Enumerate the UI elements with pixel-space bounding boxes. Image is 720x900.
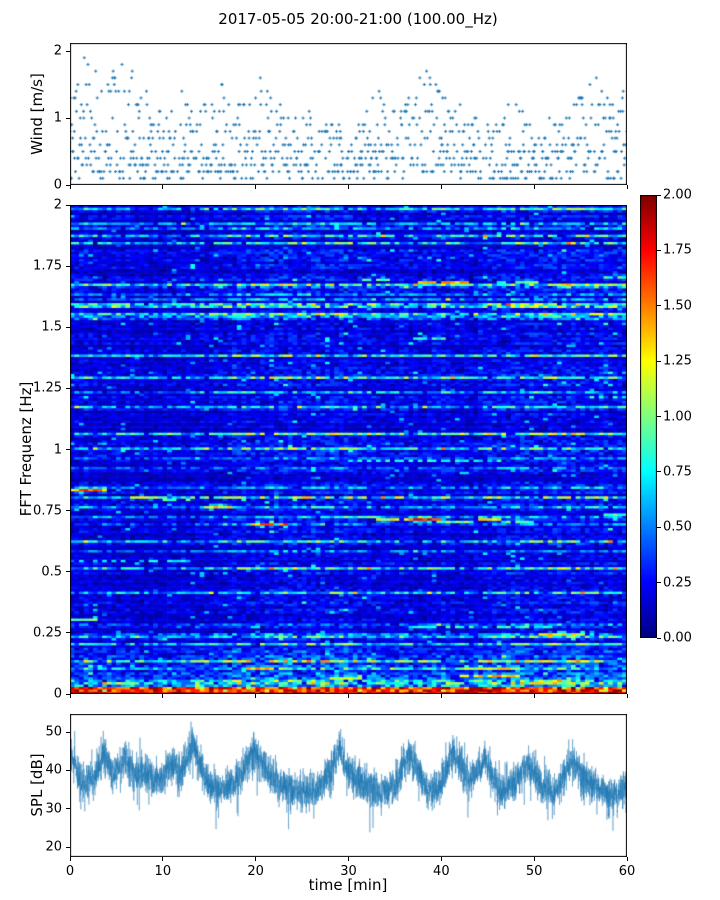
x-tick-mark bbox=[348, 857, 349, 861]
colorbar-tick-label: 2.00 bbox=[663, 187, 692, 203]
x-tick-mark bbox=[69, 694, 71, 698]
x-tick-mark bbox=[255, 857, 257, 861]
colorbar-tick-label: 1.50 bbox=[663, 298, 692, 314]
y-tick-label: 1 bbox=[53, 110, 62, 126]
y-tick-label: 1.5 bbox=[41, 319, 62, 335]
colorbar-tick-label: 0.00 bbox=[663, 630, 692, 646]
colorbar-tick-mark bbox=[657, 416, 661, 417]
y-tick-mark bbox=[66, 387, 70, 389]
colorbar-tick-label: 0.75 bbox=[663, 464, 692, 480]
y-tick-mark bbox=[66, 769, 70, 771]
y-tick-label: 1 bbox=[53, 442, 62, 457]
y-tick-label: 20 bbox=[45, 839, 62, 855]
x-tick-label: 40 bbox=[433, 864, 450, 879]
y-tick-label: 2 bbox=[53, 43, 62, 59]
y-tick-mark bbox=[66, 632, 70, 634]
x-tick-label: 10 bbox=[154, 864, 172, 879]
x-tick-mark bbox=[255, 694, 257, 698]
x-tick-mark bbox=[626, 694, 628, 698]
colorbar-tick-mark bbox=[657, 249, 661, 251]
x-tick-mark bbox=[69, 857, 71, 861]
y-tick-mark bbox=[66, 117, 70, 119]
colorbar-tick-label: 1.25 bbox=[663, 353, 692, 369]
x-tick-label: 20 bbox=[247, 864, 264, 879]
x-tick-mark bbox=[533, 185, 535, 189]
x-tick-mark bbox=[440, 185, 442, 189]
colorbar bbox=[640, 195, 657, 638]
y-tick-label: 0 bbox=[53, 177, 62, 193]
colorbar-tick-mark bbox=[657, 526, 661, 528]
x-axis-label: time [min] bbox=[308, 876, 388, 894]
y-tick-mark bbox=[66, 265, 70, 267]
y-tick-label: 2 bbox=[53, 197, 62, 213]
colorbar-tick-label: 1.75 bbox=[663, 242, 692, 258]
spl-line-plot bbox=[70, 714, 627, 857]
x-tick-label: 50 bbox=[525, 864, 543, 879]
x-tick-mark bbox=[69, 185, 71, 189]
y-tick-label: 50 bbox=[45, 724, 62, 740]
y-tick-mark bbox=[66, 808, 70, 810]
y-tick-mark bbox=[66, 846, 70, 848]
x-tick-mark bbox=[533, 694, 535, 698]
x-tick-mark bbox=[162, 185, 164, 189]
y-tick-label: 40 bbox=[45, 762, 62, 778]
colorbar-tick-mark bbox=[657, 194, 661, 196]
figure-title: 2017-05-05 20:00-21:00 (100.00_Hz) bbox=[218, 10, 498, 28]
x-tick-label: 30 bbox=[340, 864, 357, 879]
x-tick-mark bbox=[162, 694, 164, 698]
x-tick-mark bbox=[440, 694, 442, 698]
x-tick-label: 60 bbox=[618, 864, 636, 879]
y-tick-label: 0.25 bbox=[33, 625, 62, 641]
fft-spectrogram-plot bbox=[70, 205, 627, 694]
y-tick-label: 1.75 bbox=[33, 258, 62, 274]
y-tick-mark bbox=[66, 184, 70, 186]
colorbar-tick-label: 0.25 bbox=[663, 575, 692, 591]
y-tick-mark bbox=[66, 50, 70, 52]
y-tick-label: 0.75 bbox=[33, 503, 62, 519]
y-tick-mark bbox=[66, 571, 70, 573]
x-tick-mark bbox=[255, 185, 257, 189]
y-tick-mark bbox=[66, 326, 70, 328]
x-tick-mark bbox=[626, 185, 628, 189]
y-tick-mark bbox=[66, 449, 70, 450]
y-tick-mark bbox=[66, 693, 70, 695]
x-tick-mark bbox=[162, 857, 164, 861]
y-tick-mark bbox=[66, 510, 70, 512]
y-tick-mark bbox=[66, 731, 70, 733]
y-tick-label: 30 bbox=[45, 801, 62, 817]
colorbar-tick-mark bbox=[657, 582, 661, 584]
x-tick-mark bbox=[440, 857, 442, 861]
colorbar-tick-label: 1.00 bbox=[663, 409, 692, 424]
x-tick-mark bbox=[533, 857, 535, 861]
wind-scatter-plot bbox=[70, 43, 627, 185]
y-tick-label: 1.25 bbox=[33, 380, 62, 396]
x-tick-mark bbox=[626, 857, 628, 861]
colorbar-tick-mark bbox=[657, 360, 661, 362]
x-tick-mark bbox=[348, 185, 349, 189]
x-tick-label: 0 bbox=[65, 864, 75, 879]
colorbar-tick-label: 0.50 bbox=[663, 519, 692, 535]
y-tick-label: 0.5 bbox=[41, 564, 62, 580]
y-tick-label: 0 bbox=[53, 686, 62, 702]
x-tick-mark bbox=[348, 694, 349, 698]
colorbar-tick-mark bbox=[657, 305, 661, 307]
colorbar-tick-mark bbox=[657, 471, 661, 473]
y-tick-mark bbox=[66, 204, 70, 206]
colorbar-tick-mark bbox=[657, 637, 661, 639]
